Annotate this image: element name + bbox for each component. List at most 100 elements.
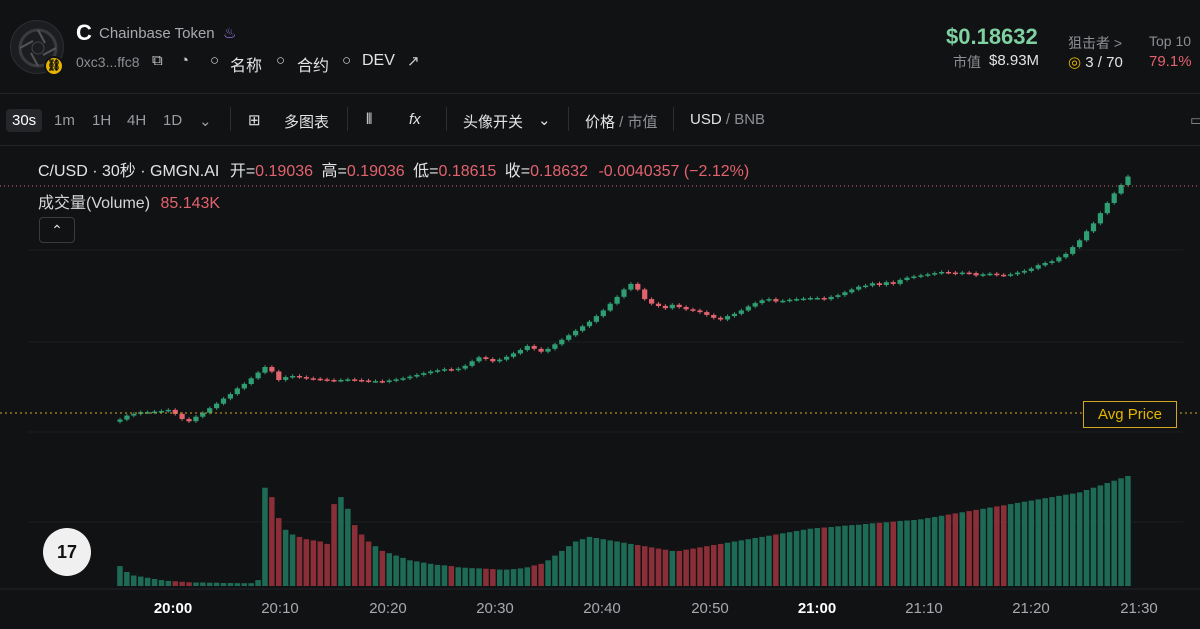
volume-bar: [883, 522, 890, 586]
copy-icon[interactable]: ⧉: [152, 52, 163, 69]
volume-bar: [213, 582, 220, 586]
volume-bar: [303, 539, 310, 586]
indicators-fx-icon[interactable]: fx: [409, 111, 421, 128]
timeframe-1h[interactable]: 1H: [92, 112, 112, 129]
top10-label: Top 10: [1149, 33, 1192, 49]
price-mode-button[interactable]: 价格 / 市值: [585, 111, 658, 132]
timeframe-4h[interactable]: 4H: [127, 112, 147, 129]
volume-legend: 成交量(Volume) 85.143K: [38, 189, 220, 213]
candle-body: [911, 276, 917, 278]
candle-body: [455, 368, 461, 371]
candle-body: [510, 353, 517, 357]
candle-body: [655, 303, 662, 306]
volume-bar: [296, 536, 303, 586]
candle-body: [269, 367, 275, 372]
search-dev-link[interactable]: DEV: [362, 52, 395, 69]
candle-body: [379, 381, 385, 383]
currency-toggle[interactable]: USD / BNB: [690, 111, 765, 128]
sniper-label[interactable]: 狙击者 >: [1068, 35, 1123, 51]
candle-body: [897, 279, 903, 284]
volume-bar: [690, 548, 696, 586]
volume-bar: [414, 561, 420, 586]
candle-body: [435, 370, 441, 372]
search-contract-link[interactable]: 合约: [297, 58, 330, 75]
candle-body: [1118, 185, 1124, 194]
settings-icon[interactable]: ▭: [1190, 112, 1200, 129]
candle-body: [835, 295, 841, 297]
volume-bar: [310, 540, 317, 586]
analytics-icon[interactable]: ◔: [180, 52, 190, 69]
time-tick-label: 21:30: [1120, 600, 1158, 617]
volume-bar: [165, 580, 172, 586]
candle-body: [759, 300, 765, 304]
token-price: $0.18632: [946, 24, 1038, 49]
time-tick-label: 21:00: [798, 600, 836, 617]
candle-body: [131, 413, 137, 416]
volume-label: 成交量(Volume): [38, 195, 151, 212]
candle-body: [821, 298, 827, 300]
volume-bar: [738, 540, 745, 586]
volume-bar: [497, 569, 503, 586]
candle-body: [745, 306, 751, 311]
volume-bar: [1083, 490, 1090, 586]
candle-body: [731, 313, 737, 317]
chevron-down-icon[interactable]: ⌄: [199, 113, 212, 130]
candle-body: [290, 376, 296, 378]
multi-chart-button[interactable]: 多图表: [284, 114, 330, 131]
timeframe-1d[interactable]: 1D: [163, 112, 183, 129]
candle-body: [158, 411, 164, 413]
volume-bar: [282, 529, 289, 586]
candle-body: [966, 272, 972, 275]
candle-body: [1035, 265, 1041, 269]
candle-body: [372, 381, 378, 383]
candle-body: [1049, 261, 1055, 263]
price-chart[interactable]: 20:00 20:10 20:20 20:30 20:40 20:50 21:00 21:10…: [0, 146, 1200, 624]
external-link-icon[interactable]: ↗: [407, 53, 420, 70]
tradingview-logo[interactable]: 17: [43, 528, 91, 576]
candle-body: [276, 371, 282, 380]
chevron-down-icon[interactable]: ⌄: [538, 112, 551, 129]
top10-value: 79.1%: [1149, 53, 1192, 70]
volume-bar: [579, 539, 586, 586]
search-name-link[interactable]: 名称: [230, 58, 263, 75]
volume-bar: [607, 540, 613, 586]
volume-bar: [117, 566, 123, 586]
candle-body: [863, 285, 869, 288]
volume-bar: [793, 531, 800, 586]
volume-bar: [621, 542, 627, 586]
candle-body: [241, 383, 247, 389]
search-contract-icon[interactable]: ○: [276, 52, 286, 69]
collapse-legend-button[interactable]: ⌃: [39, 217, 75, 243]
candle-body: [517, 350, 523, 354]
timeframe-1m[interactable]: 1m: [54, 112, 75, 129]
volume-bar: [731, 541, 738, 586]
candle-body: [800, 298, 807, 301]
candle-body: [262, 367, 268, 373]
volume-bar: [780, 533, 786, 586]
candle-body: [338, 380, 344, 382]
timeframe-30s[interactable]: 30s: [6, 109, 43, 132]
volume-bar: [158, 580, 165, 586]
candle-body: [869, 283, 876, 286]
volume-bar: [717, 543, 724, 586]
add-chart-icon[interactable]: ⊞: [248, 112, 261, 129]
candlestick-icon[interactable]: ⫴: [366, 111, 373, 128]
candle-body: [324, 379, 330, 381]
candle-body: [794, 299, 800, 301]
candle-body: [780, 300, 786, 303]
volume-bar: [966, 511, 972, 586]
candle-body: [1014, 272, 1021, 275]
search-dev-icon[interactable]: ○: [342, 52, 352, 69]
candle-body: [987, 273, 993, 276]
candle-body: [220, 398, 227, 404]
candle-body: [1090, 223, 1097, 232]
bnb-label: BNB: [734, 111, 766, 128]
candle-body: [317, 378, 323, 381]
candle-body: [490, 359, 496, 362]
volume-bar: [234, 583, 241, 586]
avatar-toggle-button[interactable]: 头像开关: [463, 114, 524, 131]
search-name-icon[interactable]: ○: [210, 52, 220, 69]
candle-body: [580, 326, 586, 331]
contract-address[interactable]: 0xc3...ffc8: [76, 54, 140, 70]
volume-bar: [441, 565, 448, 586]
